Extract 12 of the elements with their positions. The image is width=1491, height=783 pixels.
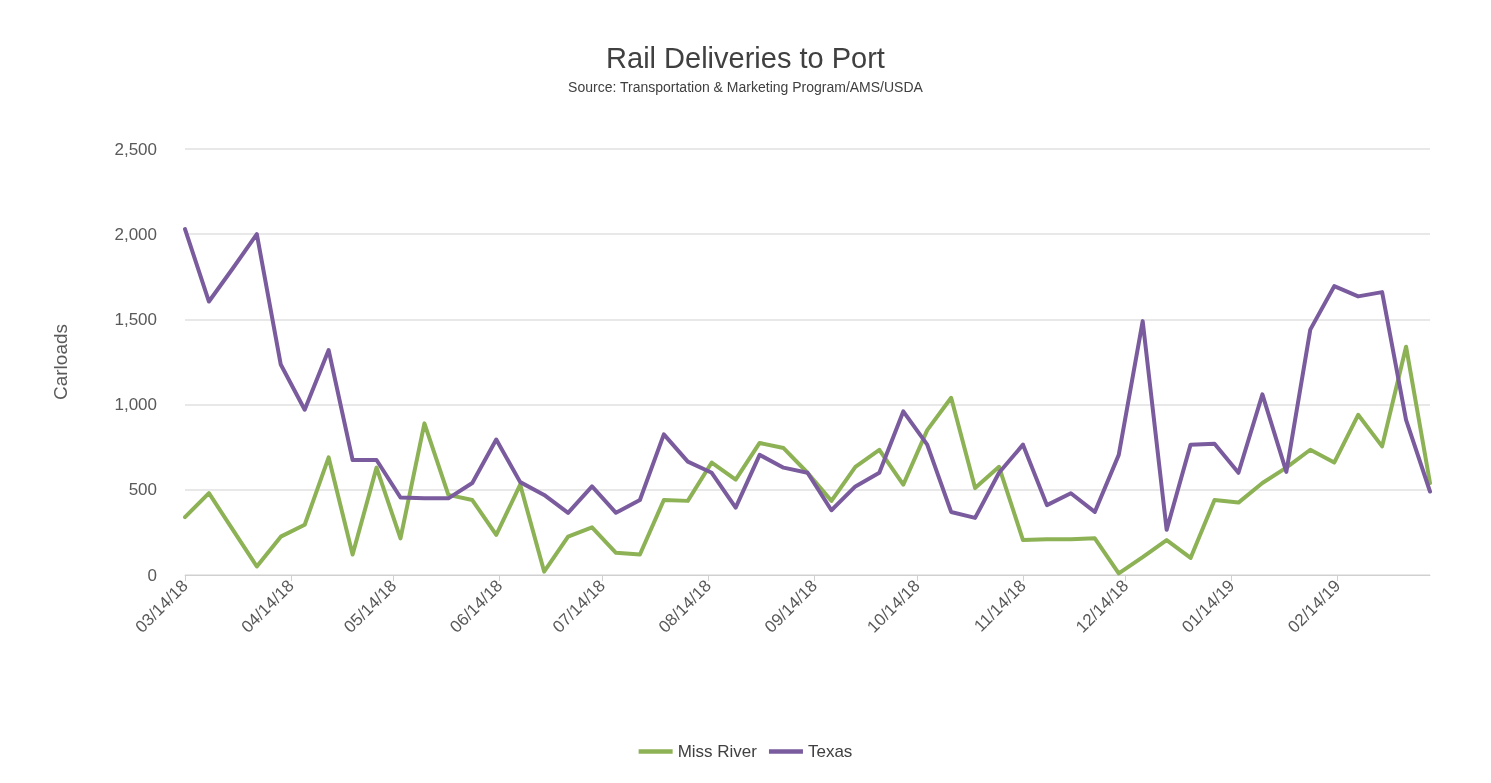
y-tick-label: 500: [128, 480, 157, 500]
legend-label: Miss River: [677, 742, 758, 761]
y-tick-label: 0: [147, 565, 157, 585]
y-axis-title: Carloads: [50, 323, 71, 401]
chart-title: Rail Deliveries to Port: [606, 41, 885, 74]
y-tick-label: 2,000: [114, 224, 157, 244]
line-series: [183, 227, 1432, 532]
y-tick-label: 1,000: [114, 395, 157, 415]
y-tick-label: 1,500: [114, 309, 157, 329]
chart-subtitle: Source: Transportation & Marketing Program/AMS/USDA: [568, 79, 924, 95]
y-tick-label: 2,500: [114, 139, 157, 159]
legend-label: Texas: [807, 742, 853, 761]
